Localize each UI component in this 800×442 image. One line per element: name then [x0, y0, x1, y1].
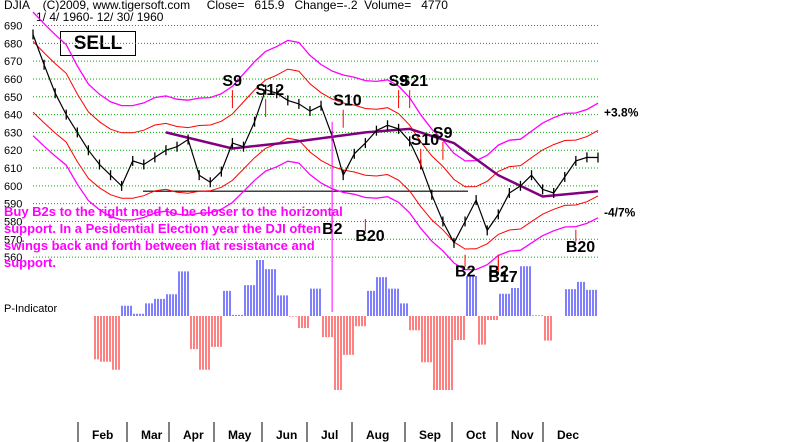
signal-label: B2	[488, 264, 509, 281]
p-indicator-label: P-Indicator	[4, 303, 58, 315]
y-tick-label: 620	[4, 145, 22, 157]
y-tick-label: 650	[4, 92, 22, 104]
x-tick-label: Apr	[183, 428, 204, 442]
y-tick-label: 600	[4, 181, 22, 193]
chart-header: DJIA (C)2009, www.tigersoft.com Close= 6…	[4, 0, 448, 12]
y-tick-label: 570	[4, 234, 22, 246]
y-tick-label: 670	[4, 56, 22, 68]
signal-label: S21	[400, 73, 429, 90]
signal-label: S12	[256, 82, 285, 99]
signal-label: S9	[389, 73, 409, 90]
y-tick-label: 690	[4, 21, 22, 33]
y-tick-label: 680	[4, 38, 22, 50]
x-tick-label: Oct	[466, 428, 486, 442]
bands	[32, 11, 599, 271]
signal-label: S10	[411, 132, 440, 149]
moving-average	[165, 127, 599, 198]
y-tick-label: 580	[4, 216, 22, 228]
y-axis: 690 680 670 660 650 640 630 620 610 600 590 580 570 5…	[4, 21, 22, 265]
upper-band	[32, 11, 599, 162]
x-tick-label: Jul	[321, 428, 338, 442]
date-range: 1/ 4/ 1960- 12/ 30/ 1960	[36, 10, 164, 24]
signal-label: S9	[222, 73, 242, 90]
x-tick-label: Sep	[419, 428, 441, 442]
band-label-lower: -4/7%	[604, 205, 636, 219]
signal-label: S9	[433, 125, 453, 142]
p-indicator	[94, 260, 597, 390]
signal-label: B20	[566, 239, 595, 256]
commentary-note: Buy B2s to the right need to be closer t…	[4, 204, 343, 270]
lower-band	[32, 135, 599, 271]
y-tick-label: 590	[4, 199, 22, 211]
signal-label: B20	[355, 228, 384, 245]
y-tick-label: 660	[4, 74, 22, 86]
x-tick-label: Aug	[366, 428, 389, 442]
x-tick-label: Nov	[511, 428, 534, 442]
y-tick-label: 640	[4, 110, 22, 122]
signal-label: B17	[488, 269, 517, 286]
y-tick-label: 610	[4, 163, 22, 175]
signal-label: S10	[333, 93, 362, 110]
y-tick-label: 560	[4, 252, 22, 264]
close-line	[32, 34, 599, 245]
x-tick-label: Feb	[92, 428, 113, 442]
x-tick-label: Dec	[557, 428, 579, 442]
x-tick-label: Jun	[276, 428, 297, 442]
band-label-upper: +3.8%	[604, 106, 639, 120]
y-tick-label: 630	[4, 127, 22, 139]
inner-lower-band	[32, 111, 599, 250]
inner-upper-band	[32, 41, 599, 188]
x-tick-label: May	[228, 428, 252, 442]
gridlines	[33, 25, 598, 258]
x-tick-label: Mar	[141, 428, 163, 442]
x-axis: Feb Mar Apr May Jun Jul Aug Sep Oct Nov Dec	[77, 422, 579, 442]
